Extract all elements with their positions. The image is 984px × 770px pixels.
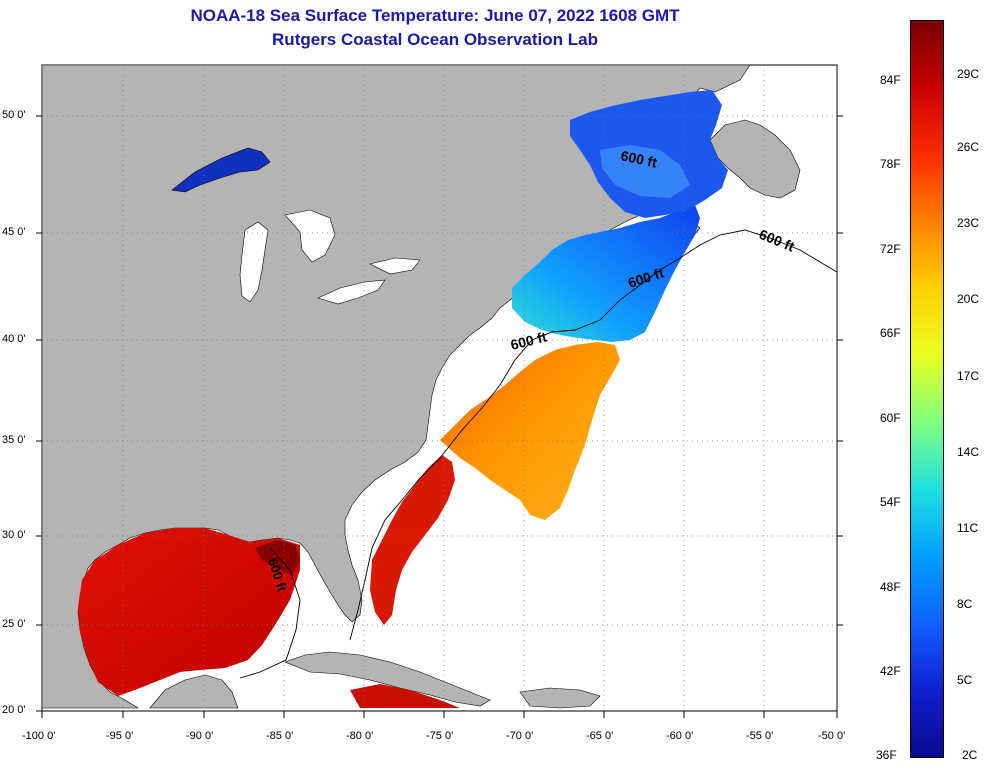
sst-gulf-of-maine [512, 205, 700, 342]
colorbar-c-label: 29C [957, 67, 980, 81]
sst-caribbean [350, 684, 460, 708]
colorbar-f-label: 72F [880, 242, 901, 256]
land-cuba [284, 651, 491, 707]
lake-erie [317, 279, 386, 305]
x-tick-label: -60 0' [666, 730, 694, 742]
x-tick-label: -75 0' [426, 730, 454, 742]
colorbar-c-label: 5C [957, 673, 973, 687]
y-tick-label: 20 0' [2, 704, 26, 716]
lake-huron [284, 209, 336, 263]
y-tick-label: 50 0' [2, 109, 26, 121]
colorbar-c-label: 20C [957, 292, 980, 306]
x-tick-label: -95 0' [106, 730, 134, 742]
sst-gulf-of-mexico [78, 528, 300, 696]
colorbar-c-label: 2C [962, 748, 978, 762]
y-tick-label: 35 0' [2, 434, 26, 446]
y-tick-label: 30 0' [2, 529, 26, 541]
x-tick-label: -65 0' [586, 730, 614, 742]
x-tick-label: -50 0' [818, 730, 846, 742]
colorbar-c-label: 17C [957, 369, 980, 383]
colorbar-c-label: 14C [957, 445, 980, 459]
lake-ontario [369, 257, 421, 275]
axis-ticks [36, 115, 843, 718]
contour-600ft-atlantic [349, 229, 838, 641]
contour-600ft [239, 547, 301, 679]
sst-gulf-dark-patch [255, 540, 300, 575]
colorbar-f-label: 42F [880, 664, 901, 678]
x-tick-label: -90 0' [186, 730, 214, 742]
colorbar-f-label: 66F [880, 326, 901, 340]
colorbar-f-label: 36F [876, 748, 897, 762]
land-hispaniola [519, 687, 601, 709]
colorbar-f-label: 84F [880, 73, 901, 87]
contour-label-stlawrence: 600 ft [619, 147, 658, 170]
colorbar-f-label: 48F [880, 580, 901, 594]
x-tick-label: -70 0' [506, 730, 534, 742]
colorbar [910, 20, 944, 758]
x-tick-label: -55 0' [746, 730, 774, 742]
colorbar-c-label: 11C [957, 521, 979, 535]
y-tick-label: 45 0' [2, 226, 26, 238]
colorbar-c-label: 8C [957, 597, 973, 611]
colorbar-f-label: 54F [880, 495, 901, 509]
sst-southeast-coast [370, 455, 455, 625]
x-tick-label: -80 0' [346, 730, 374, 742]
x-tick-label: -100 0' [22, 730, 56, 742]
map-title: NOAA-18 Sea Surface Temperature: June 07… [190, 6, 680, 25]
sst-mid-atlantic [440, 342, 620, 520]
colorbar-f-label: 60F [880, 411, 901, 425]
map-subtitle: Rutgers Coastal Ocean Observation Lab [272, 30, 598, 49]
lake-superior [171, 147, 271, 193]
x-tick-label: -85 0' [266, 730, 294, 742]
y-tick-label: 25 0' [2, 618, 26, 630]
y-tick-label: 40 0' [2, 333, 26, 345]
land-newfoundland [709, 119, 801, 199]
lake-michigan [239, 221, 269, 303]
land-yucatan [149, 674, 239, 709]
colorbar-c-label: 23C [957, 216, 980, 230]
sst-st-lawrence-inner [600, 145, 690, 198]
colorbar-c-label: 26C [957, 140, 980, 154]
colorbar-f-label: 78F [880, 157, 901, 171]
